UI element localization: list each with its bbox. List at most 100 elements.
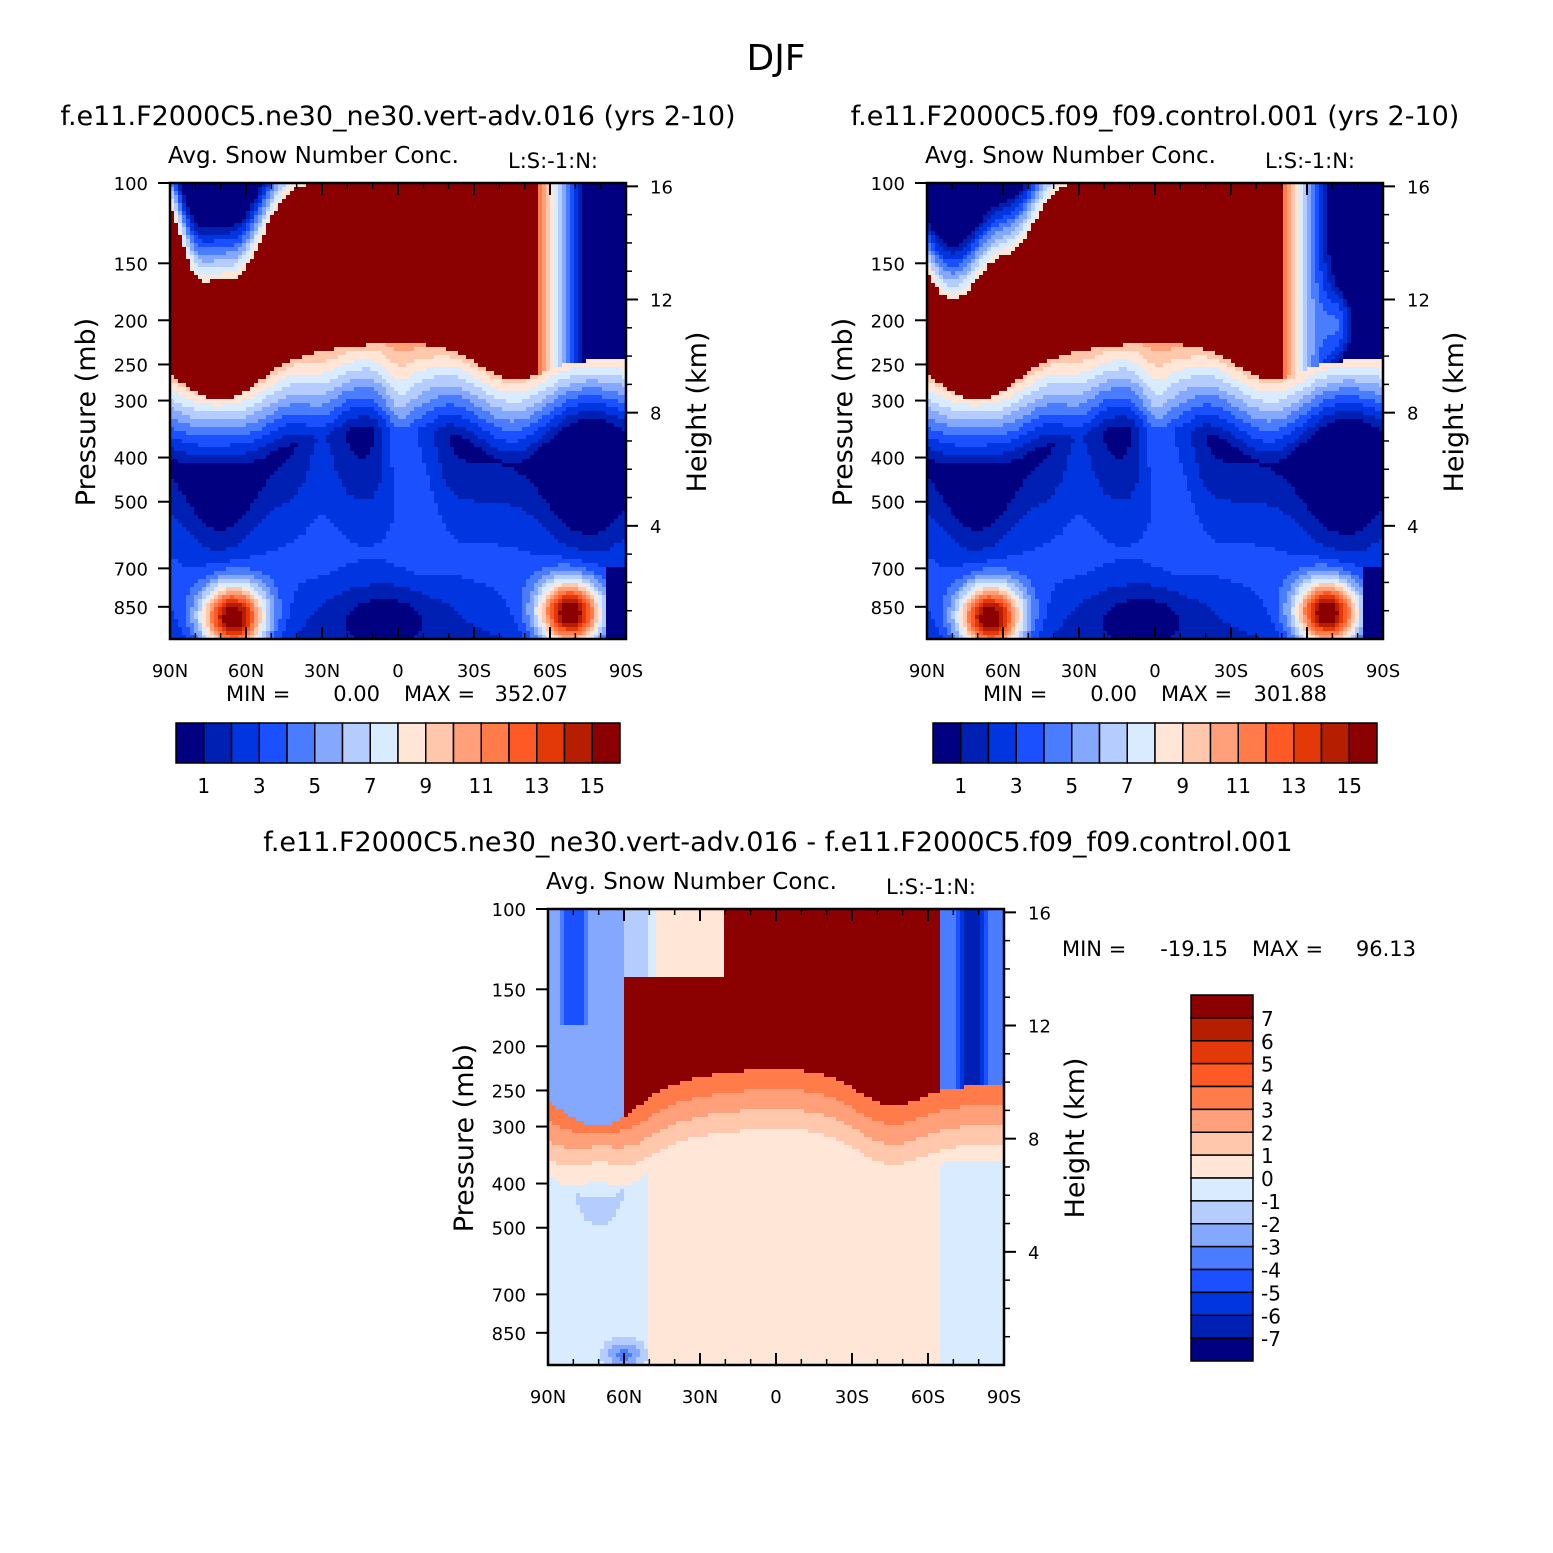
contour-cell bbox=[466, 195, 471, 200]
contour-cell bbox=[446, 199, 451, 204]
contour-cell bbox=[506, 203, 511, 208]
contour-cell bbox=[442, 195, 447, 200]
contour-cell bbox=[406, 195, 411, 200]
contour-cell bbox=[606, 187, 611, 192]
contour-cell bbox=[262, 203, 267, 208]
contour-cell bbox=[534, 203, 539, 208]
contour-cell bbox=[318, 203, 323, 208]
contour-cell bbox=[266, 203, 271, 208]
contour-cell bbox=[254, 187, 259, 192]
contour-cell bbox=[306, 191, 311, 196]
contour-cell bbox=[382, 195, 387, 200]
contour-cell bbox=[314, 191, 319, 196]
contour-cell bbox=[422, 195, 427, 200]
contour-cell bbox=[438, 203, 443, 208]
contour-cell bbox=[590, 187, 595, 192]
contour-cell bbox=[270, 199, 275, 204]
contour-cell bbox=[410, 191, 415, 196]
contour-cell bbox=[374, 187, 379, 192]
contour-cell bbox=[390, 195, 395, 200]
contour-cell bbox=[258, 187, 263, 192]
contour-cell bbox=[250, 191, 255, 196]
contour-cell bbox=[346, 203, 351, 208]
contour-cell bbox=[314, 199, 319, 204]
contour-cell bbox=[334, 207, 339, 212]
contour-cell bbox=[582, 203, 587, 208]
contour-cell bbox=[538, 203, 543, 208]
contour-cell bbox=[350, 203, 355, 208]
contour-cell bbox=[234, 203, 239, 208]
contour-cell bbox=[230, 199, 235, 204]
contour-cell bbox=[562, 199, 567, 204]
contour-cell bbox=[386, 187, 391, 192]
contour-cell bbox=[270, 207, 275, 212]
contour-cell bbox=[174, 191, 179, 196]
contour-cell bbox=[262, 191, 267, 196]
contour-cell bbox=[370, 191, 375, 196]
contour-cell bbox=[290, 187, 295, 192]
contour-cell bbox=[338, 199, 343, 204]
contour-cell bbox=[242, 199, 247, 204]
contour-cell bbox=[550, 199, 555, 204]
contour-cell bbox=[590, 191, 595, 196]
contour-cell bbox=[298, 203, 303, 208]
contour-cell bbox=[606, 199, 611, 204]
contour-cell bbox=[610, 187, 615, 192]
contour-cell bbox=[214, 207, 219, 212]
contour-cell bbox=[566, 195, 571, 200]
contour-cell bbox=[522, 191, 527, 196]
contour-cell bbox=[278, 187, 283, 192]
contour-cell bbox=[386, 195, 391, 200]
contour-cell bbox=[202, 207, 207, 212]
contour-cell bbox=[354, 207, 359, 212]
contour-cell bbox=[298, 187, 303, 192]
contour-cell bbox=[186, 203, 191, 208]
contour-cell bbox=[174, 187, 179, 192]
contour-cell bbox=[194, 207, 199, 212]
contour-cell bbox=[370, 199, 375, 204]
contour-cell bbox=[558, 187, 563, 192]
contour-cell bbox=[410, 195, 415, 200]
contour-cell bbox=[602, 187, 607, 192]
contour-cell bbox=[342, 187, 347, 192]
contour-cell bbox=[442, 199, 447, 204]
contour-cell bbox=[434, 187, 439, 192]
contour-cell bbox=[294, 191, 299, 196]
contour-cell bbox=[474, 203, 479, 208]
contour-cell bbox=[534, 195, 539, 200]
contour-cell bbox=[214, 203, 219, 208]
contour-cell bbox=[290, 191, 295, 196]
contour-cell bbox=[466, 187, 471, 192]
contour-cell bbox=[554, 203, 559, 208]
contour-cell bbox=[322, 203, 327, 208]
contour-cell bbox=[514, 203, 519, 208]
contour-cell bbox=[318, 199, 323, 204]
panel-1-contour-field bbox=[170, 183, 627, 640]
contour-cell bbox=[262, 195, 267, 200]
contour-cell bbox=[174, 195, 179, 200]
contour-cell bbox=[458, 199, 463, 204]
contour-cell bbox=[538, 191, 543, 196]
contour-cell bbox=[346, 191, 351, 196]
contour-cell bbox=[210, 207, 215, 212]
contour-cell bbox=[206, 203, 211, 208]
contour-cell bbox=[290, 207, 295, 212]
contour-cell bbox=[450, 199, 455, 204]
contour-cell bbox=[274, 203, 279, 208]
contour-cell bbox=[594, 203, 599, 208]
contour-cell bbox=[506, 195, 511, 200]
contour-cell bbox=[358, 191, 363, 196]
contour-cell bbox=[182, 187, 187, 192]
contour-cell bbox=[338, 195, 343, 200]
contour-cell bbox=[294, 195, 299, 200]
contour-cell bbox=[218, 191, 223, 196]
contour-cell bbox=[510, 199, 515, 204]
contour-cell bbox=[322, 207, 327, 212]
contour-cell bbox=[526, 187, 531, 192]
contour-cell bbox=[270, 191, 275, 196]
contour-cell bbox=[382, 187, 387, 192]
contour-cell bbox=[414, 199, 419, 204]
contour-cell bbox=[322, 195, 327, 200]
contour-cell bbox=[182, 199, 187, 204]
contour-cell bbox=[194, 203, 199, 208]
